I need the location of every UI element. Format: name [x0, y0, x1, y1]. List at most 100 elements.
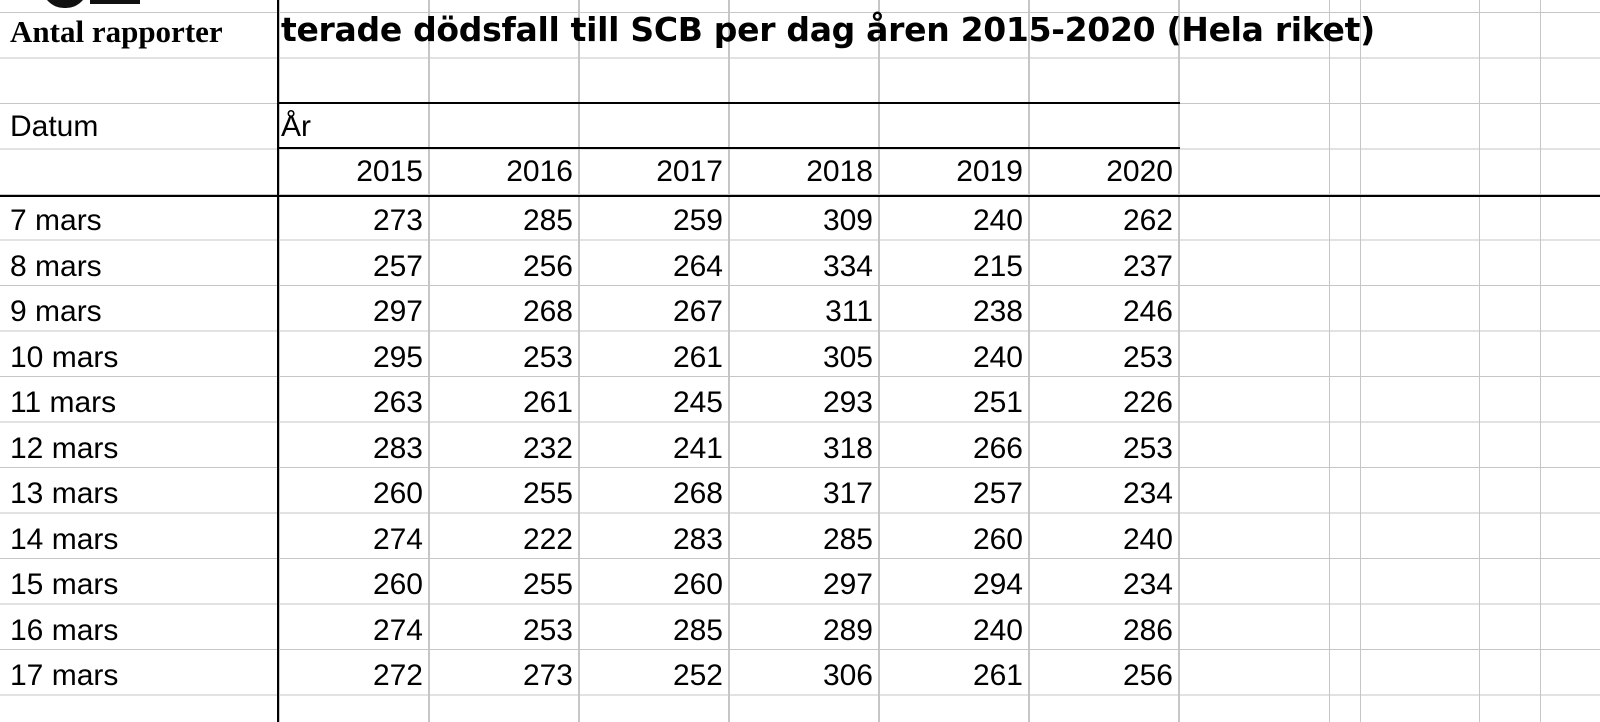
value-cell[interactable]: 295	[372, 340, 423, 374]
value-cell[interactable]: 238	[972, 295, 1023, 328]
value-cell[interactable]: 261	[672, 340, 723, 374]
date-cell[interactable]: 10 mars	[10, 340, 119, 374]
year-header[interactable]: 2020	[1106, 155, 1173, 188]
grid-column-a	[0, 0, 278, 722]
year-header[interactable]: 2016	[506, 155, 573, 188]
sheet-title[interactable]: terade dödsfall till SCB per dag åren 20…	[281, 10, 1375, 49]
year-header[interactable]: 2018	[806, 155, 873, 188]
value-cell[interactable]: 268	[672, 477, 723, 510]
value-cell[interactable]: 272	[372, 659, 423, 692]
row-header-label[interactable]: Datum	[10, 110, 99, 143]
value-cell[interactable]: 285	[672, 613, 723, 647]
value-cell[interactable]: 334	[822, 249, 873, 283]
value-cell[interactable]: 240	[972, 613, 1023, 647]
value-cell[interactable]: 305	[822, 340, 873, 374]
value-cell[interactable]: 274	[372, 522, 423, 556]
value-cell[interactable]: 240	[1122, 522, 1173, 556]
embedded-object-fragment	[42, 0, 88, 8]
date-cell[interactable]: 17 mars	[10, 659, 119, 692]
gridline	[1540, 0, 1541, 722]
value-cell[interactable]: 317	[822, 477, 873, 510]
year-header[interactable]: 2015	[356, 155, 423, 188]
value-cell[interactable]: 285	[522, 204, 573, 237]
date-cell[interactable]: 13 mars	[10, 477, 119, 510]
value-cell[interactable]: 266	[972, 431, 1023, 465]
value-cell[interactable]: 260	[372, 568, 423, 601]
value-cell[interactable]: 260	[372, 477, 423, 510]
value-cell[interactable]: 268	[522, 295, 573, 328]
value-cell[interactable]: 309	[822, 204, 873, 237]
value-cell[interactable]: 259	[672, 204, 723, 237]
value-cell[interactable]: 264	[672, 249, 723, 283]
value-cell[interactable]: 215	[972, 249, 1023, 283]
value-cell[interactable]: 245	[672, 386, 723, 419]
gridline	[878, 0, 879, 722]
date-cell[interactable]: 11 mars	[10, 386, 117, 419]
value-cell[interactable]: 253	[1122, 431, 1173, 465]
value-cell[interactable]: 260	[972, 522, 1023, 556]
year-header[interactable]: 2019	[956, 155, 1023, 188]
value-cell[interactable]: 297	[372, 295, 423, 328]
value-cell[interactable]: 234	[1122, 568, 1173, 601]
value-cell[interactable]: 252	[672, 659, 723, 692]
sheet-title-part[interactable]: Antal rapporter	[10, 14, 223, 49]
value-cell[interactable]: 274	[372, 613, 423, 647]
gridline	[1178, 0, 1179, 722]
value-cell[interactable]: 237	[1122, 249, 1173, 283]
value-cell[interactable]: 283	[672, 522, 723, 556]
date-cell[interactable]: 8 mars	[10, 249, 102, 283]
value-cell[interactable]: 263	[372, 386, 423, 419]
gridline	[728, 0, 729, 722]
value-cell[interactable]: 318	[822, 431, 873, 465]
value-cell[interactable]: 232	[522, 431, 573, 465]
date-cell[interactable]: 12 mars	[10, 431, 119, 465]
gridline	[428, 0, 429, 722]
value-cell[interactable]: 293	[822, 386, 873, 419]
header-border-bottom	[0, 195, 1600, 197]
value-cell[interactable]: 256	[522, 249, 573, 283]
value-cell[interactable]: 246	[1122, 295, 1173, 328]
value-cell[interactable]: 283	[372, 431, 423, 465]
value-cell[interactable]: 273	[372, 204, 423, 237]
value-cell[interactable]: 267	[672, 295, 723, 328]
value-cell[interactable]: 294	[972, 568, 1023, 601]
value-cell[interactable]: 241	[672, 431, 723, 465]
year-header[interactable]: 2017	[656, 155, 723, 188]
header-border-mid	[277, 147, 1180, 149]
date-cell[interactable]: 16 mars	[10, 613, 119, 647]
value-cell[interactable]: 273	[522, 659, 573, 692]
gridline	[1360, 0, 1361, 722]
value-cell[interactable]: 251	[972, 386, 1023, 419]
value-cell[interactable]: 240	[972, 204, 1023, 237]
value-cell[interactable]: 240	[972, 340, 1023, 374]
embedded-object-fragment	[90, 0, 140, 4]
value-cell[interactable]: 256	[1122, 659, 1173, 692]
date-cell[interactable]: 9 mars	[10, 295, 102, 328]
value-cell[interactable]: 253	[522, 340, 573, 374]
value-cell[interactable]: 261	[972, 659, 1023, 692]
date-cell[interactable]: 14 mars	[10, 522, 119, 556]
value-cell[interactable]: 260	[672, 568, 723, 601]
date-cell[interactable]: 7 mars	[10, 204, 102, 237]
value-cell[interactable]: 255	[522, 568, 573, 601]
value-cell[interactable]: 255	[522, 477, 573, 510]
value-cell[interactable]: 306	[822, 659, 873, 692]
value-cell[interactable]: 257	[372, 249, 423, 283]
value-cell[interactable]: 253	[1122, 340, 1173, 374]
value-cell[interactable]: 289	[822, 613, 873, 647]
value-cell[interactable]: 285	[822, 522, 873, 556]
column-group-label[interactable]: År	[281, 110, 311, 143]
value-cell[interactable]: 311	[825, 295, 873, 328]
value-cell[interactable]: 286	[1122, 613, 1173, 647]
value-cell[interactable]: 234	[1122, 477, 1173, 510]
value-cell[interactable]: 253	[522, 613, 573, 647]
value-cell[interactable]: 262	[1122, 204, 1173, 237]
value-cell[interactable]: 226	[1122, 386, 1173, 419]
header-border-top	[277, 102, 1180, 104]
value-cell[interactable]: 222	[522, 522, 573, 556]
value-cell[interactable]: 257	[972, 477, 1023, 510]
value-cell[interactable]: 297	[822, 568, 873, 601]
value-cell[interactable]: 261	[522, 386, 573, 419]
column-border	[277, 0, 279, 722]
date-cell[interactable]: 15 mars	[10, 568, 119, 601]
